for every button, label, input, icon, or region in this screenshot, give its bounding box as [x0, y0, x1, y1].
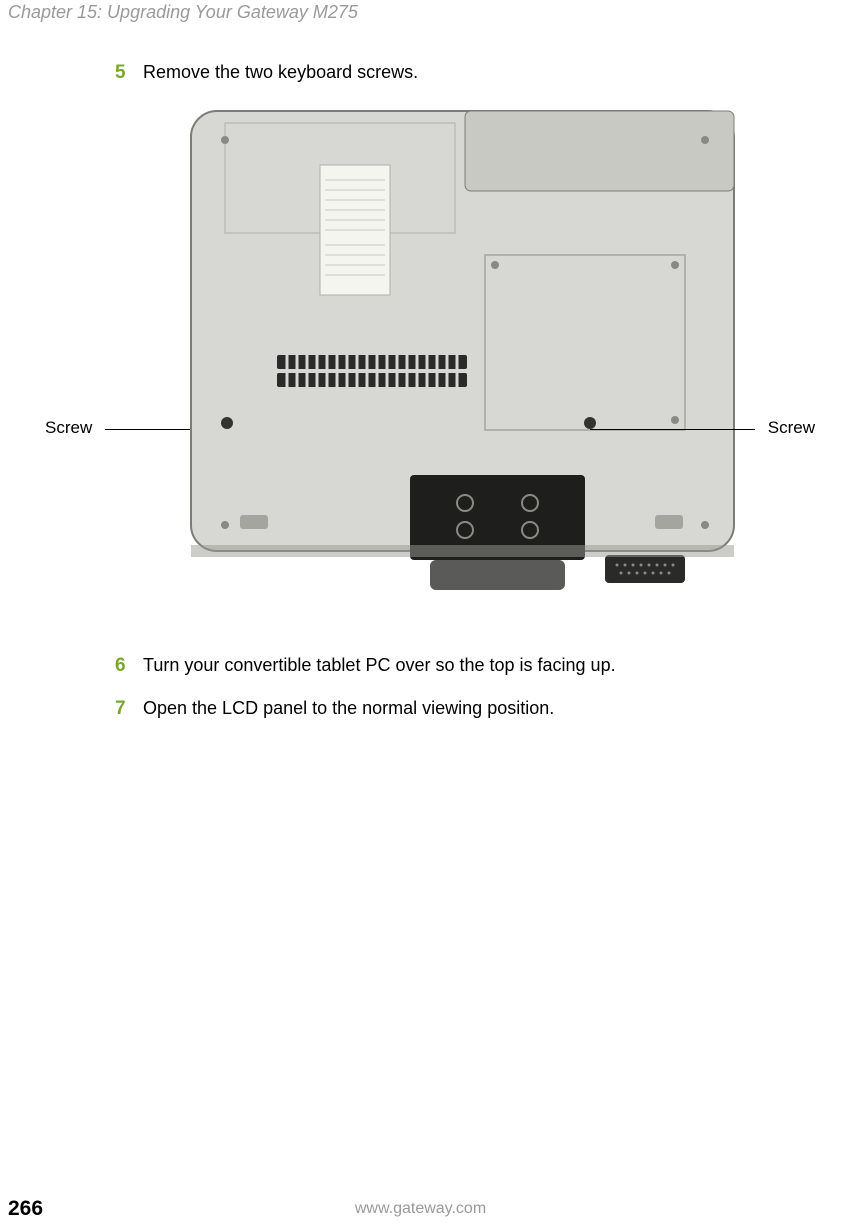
laptop-bottom-illustration — [185, 105, 740, 600]
callout-label-right: Screw — [768, 418, 815, 438]
chapter-header: Chapter 15: Upgrading Your Gateway M275 — [8, 2, 358, 23]
figure: Screw — [45, 105, 815, 625]
step-number: 5 — [115, 62, 143, 84]
step-number: 6 — [115, 655, 143, 677]
callout-line-right — [590, 429, 755, 430]
step-text: Remove the two keyboard screws. — [143, 60, 418, 85]
callout-label-left: Screw — [45, 418, 92, 438]
content-area: 5 Remove the two keyboard screws. Screw — [115, 60, 801, 740]
step-text: Turn your convertible tablet PC over so … — [143, 653, 616, 678]
footer-url: www.gateway.com — [0, 1200, 841, 1218]
step-6: 6 Turn your convertible tablet PC over s… — [115, 653, 801, 678]
step-5: 5 Remove the two keyboard screws. — [115, 60, 801, 85]
step-number: 7 — [115, 698, 143, 720]
step-7: 7 Open the LCD panel to the normal viewi… — [115, 696, 801, 721]
step-text: Open the LCD panel to the normal viewing… — [143, 696, 554, 721]
